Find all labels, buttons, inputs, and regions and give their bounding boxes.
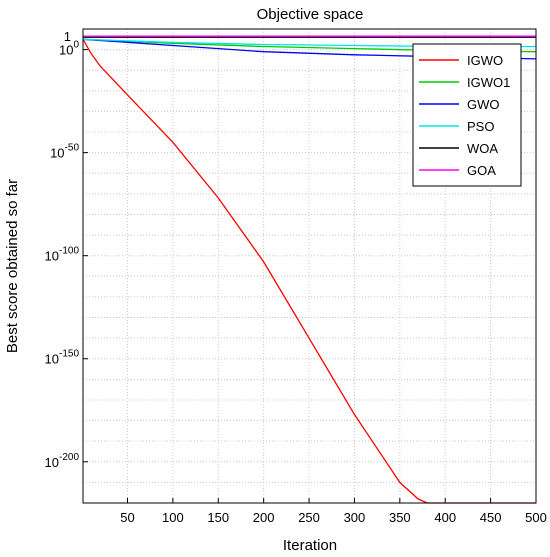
legend-label: IGWO [467,53,503,68]
x-tick-label: 250 [298,510,320,525]
legend-label: GOA [467,163,496,178]
legend-label: GWO [467,97,500,112]
y-ticks: 100 10-50 10-100 10-150 10-200 1 [45,29,88,470]
legend-label: WOA [467,141,498,156]
legend: IGWO IGWO1 GWO PSO WOA GOA [412,43,522,187]
x-axis-label: Iteration [283,537,337,554]
y-tick-label: 100 [59,40,79,58]
legend-label: IGWO1 [467,75,510,90]
x-tick-label: 50 [120,510,134,525]
x-tick-label: 450 [480,510,502,525]
y-axis-label: Best score obtained so far [4,179,21,353]
y-top-label: 1 [64,29,71,44]
x-ticks: 50 100 150 200 250 300 350 400 450 500 [120,498,547,525]
y-tick-label: 10-100 [45,246,80,264]
x-tick-label: 150 [207,510,229,525]
chart-title: Objective space [257,6,364,23]
x-tick-label: 200 [253,510,275,525]
x-tick-label: 350 [389,510,411,525]
x-tick-label: 300 [344,510,366,525]
series-line-igwo [82,38,536,504]
y-tick-label: 10-200 [45,452,80,470]
legend-box [412,43,522,187]
x-tick-label: 100 [162,510,184,525]
legend-label: PSO [467,119,494,134]
x-tick-label: 500 [525,510,547,525]
y-tick-label: 10-50 [50,143,79,161]
y-tick-label: 10-150 [45,349,80,367]
grid [83,28,537,504]
x-tick-label: 400 [434,510,456,525]
